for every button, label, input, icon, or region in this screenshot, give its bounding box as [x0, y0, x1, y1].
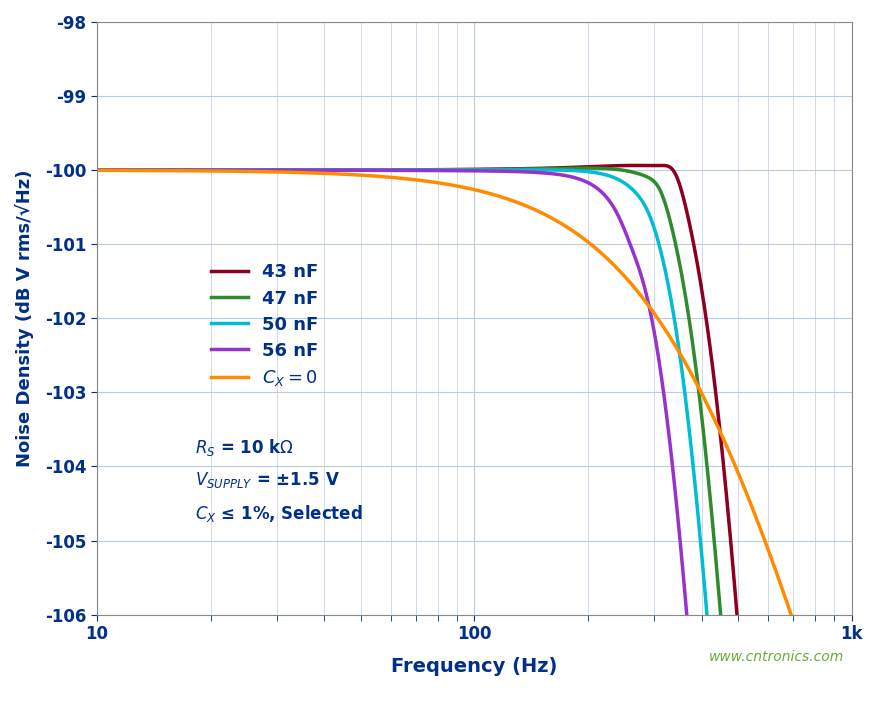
56 nF — [223, 166, 233, 174]
43 nF — [178, 166, 189, 174]
47 nF — [223, 166, 233, 174]
Line: 43 nF: 43 nF — [97, 166, 851, 705]
Text: $R_S$ = 10 k$\Omega$
$V_{SUPPLY}$ = ±1.5 V
$C_X$ ≤ 1%, Selected: $R_S$ = 10 k$\Omega$ $V_{SUPPLY}$ = ±1.5… — [195, 437, 362, 524]
$C_X = 0$ — [223, 167, 233, 176]
47 nF — [178, 166, 189, 174]
50 nF — [178, 166, 189, 174]
$C_X = 0$ — [381, 173, 391, 181]
47 nF — [381, 166, 391, 174]
Text: www.cntronics.com: www.cntronics.com — [708, 650, 844, 664]
Line: 47 nF: 47 nF — [97, 168, 851, 705]
56 nF — [413, 166, 424, 175]
$C_X = 0$ — [750, 512, 760, 520]
47 nF — [92, 166, 103, 174]
$C_X = 0$ — [178, 166, 189, 175]
Y-axis label: Noise Density (dB V rms/√Hz): Noise Density (dB V rms/√Hz) — [15, 169, 34, 467]
50 nF — [223, 166, 233, 174]
47 nF — [581, 164, 591, 172]
Line: 56 nF: 56 nF — [97, 170, 851, 705]
Line: 50 nF: 50 nF — [97, 170, 851, 705]
X-axis label: Frequency (Hz): Frequency (Hz) — [391, 657, 557, 676]
56 nF — [381, 166, 391, 175]
50 nF — [413, 166, 424, 174]
$C_X = 0$ — [92, 166, 103, 175]
56 nF — [178, 166, 189, 174]
47 nF — [413, 166, 424, 174]
$C_X = 0$ — [413, 176, 424, 185]
50 nF — [521, 166, 531, 174]
50 nF — [381, 166, 391, 174]
43 nF — [381, 166, 391, 174]
56 nF — [92, 166, 103, 174]
43 nF — [223, 166, 233, 174]
Line: $C_X = 0$: $C_X = 0$ — [97, 171, 851, 705]
43 nF — [92, 166, 103, 174]
50 nF — [92, 166, 103, 174]
Legend: 43 nF, 47 nF, 50 nF, 56 nF, $C_X = 0$: 43 nF, 47 nF, 50 nF, 56 nF, $C_X = 0$ — [204, 256, 325, 396]
43 nF — [413, 166, 424, 174]
43 nF — [656, 161, 667, 170]
